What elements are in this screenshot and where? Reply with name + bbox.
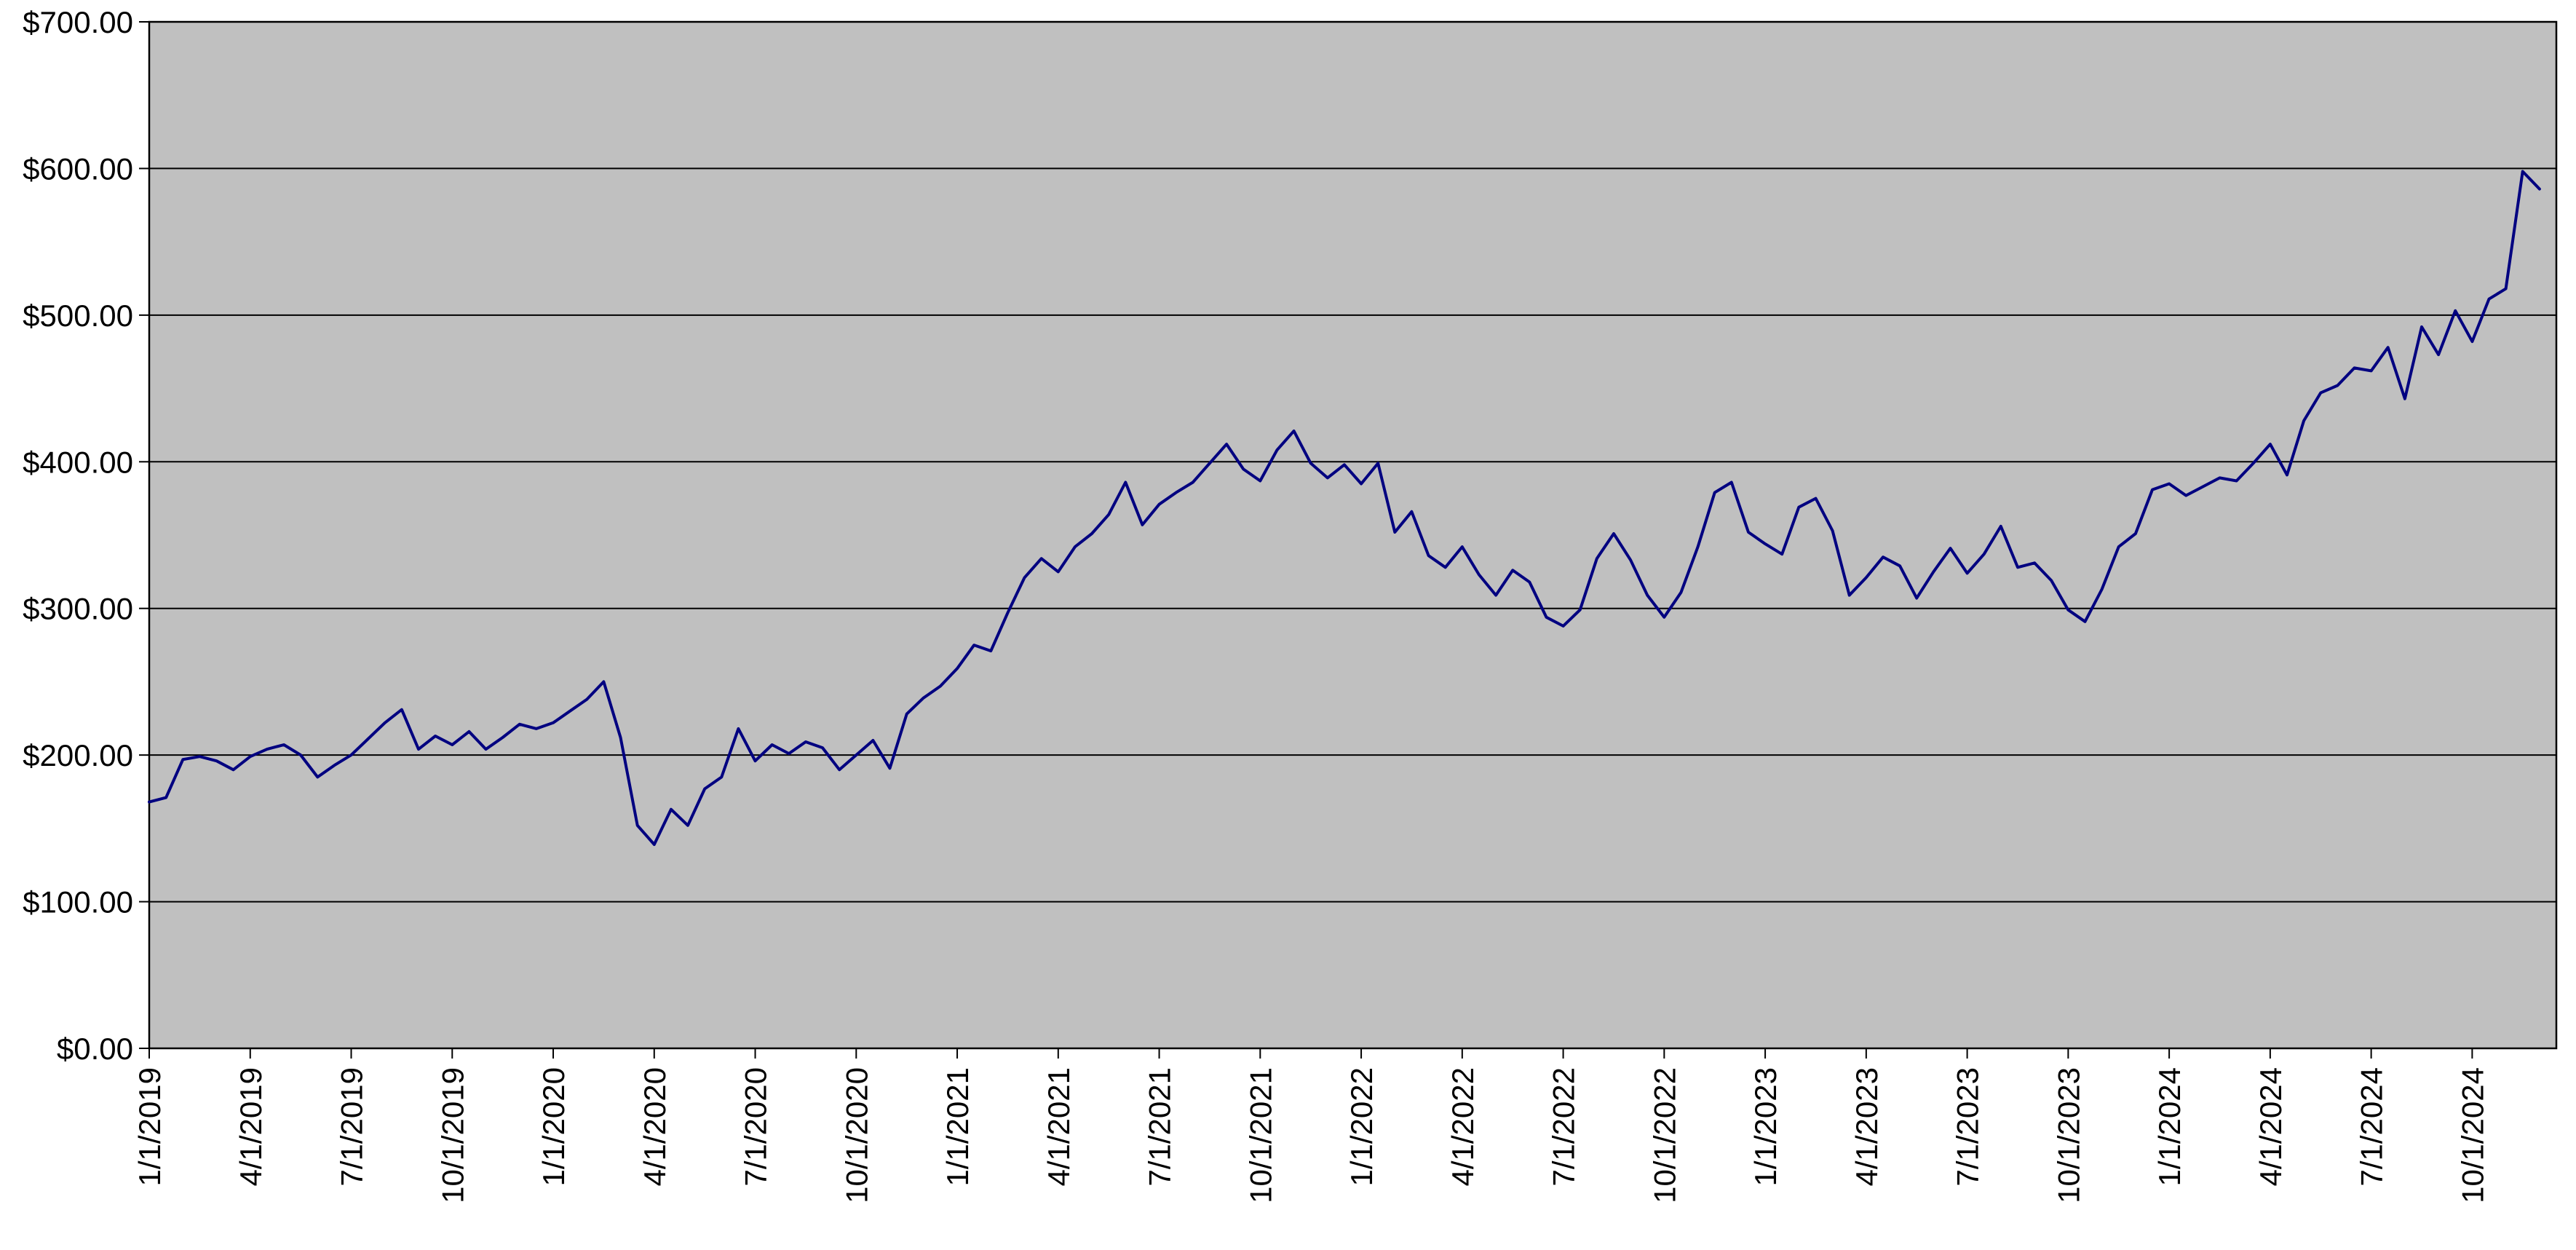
x-axis-label: 7/1/2023 (1951, 1067, 1985, 1187)
x-axis-label: 7/1/2021 (1143, 1067, 1177, 1187)
x-axis-label: 7/1/2022 (1547, 1067, 1581, 1187)
y-axis-label: $200.00 (23, 738, 133, 772)
y-axis-label: $100.00 (23, 885, 133, 919)
x-axis-label: 4/1/2024 (2254, 1067, 2288, 1187)
x-axis-label: 4/1/2022 (1446, 1067, 1480, 1187)
y-axis-label: $700.00 (23, 5, 133, 39)
y-axis-label: $500.00 (23, 298, 133, 333)
plot-area (149, 22, 2556, 1048)
y-axis-label: $400.00 (23, 445, 133, 479)
x-axis-label: 10/1/2022 (1647, 1067, 1681, 1203)
x-axis-label: 10/1/2020 (839, 1067, 873, 1203)
x-axis-label: 1/1/2019 (132, 1067, 167, 1187)
x-axis-label: 1/1/2020 (536, 1067, 571, 1187)
x-axis-label: 10/1/2021 (1243, 1067, 1277, 1203)
x-axis-label: 10/1/2023 (2051, 1067, 2085, 1203)
x-axis-label: 10/1/2024 (2455, 1067, 2489, 1203)
x-axis-label: 10/1/2019 (435, 1067, 469, 1203)
y-axis-label: $0.00 (57, 1032, 133, 1066)
x-axis-label: 1/1/2024 (2152, 1067, 2187, 1187)
x-axis-label: 4/1/2021 (1042, 1067, 1076, 1187)
price-line (148, 170, 2541, 846)
y-axis-label: $300.00 (23, 592, 133, 626)
plot-border (148, 20, 2558, 1050)
x-axis-label: 7/1/2019 (335, 1067, 369, 1187)
x-axis-label: 7/1/2024 (2355, 1067, 2389, 1187)
x-axis-label: 1/1/2022 (1344, 1067, 1379, 1187)
x-axis-label: 4/1/2019 (234, 1067, 268, 1187)
x-axis-label: 4/1/2023 (1850, 1067, 1884, 1187)
x-axis-label: 1/1/2023 (1748, 1067, 1783, 1187)
x-axis-label: 1/1/2021 (940, 1067, 975, 1187)
y-axis-label: $600.00 (23, 151, 133, 186)
x-axis-label: 4/1/2020 (638, 1067, 672, 1187)
x-axis-label: 7/1/2020 (739, 1067, 773, 1187)
